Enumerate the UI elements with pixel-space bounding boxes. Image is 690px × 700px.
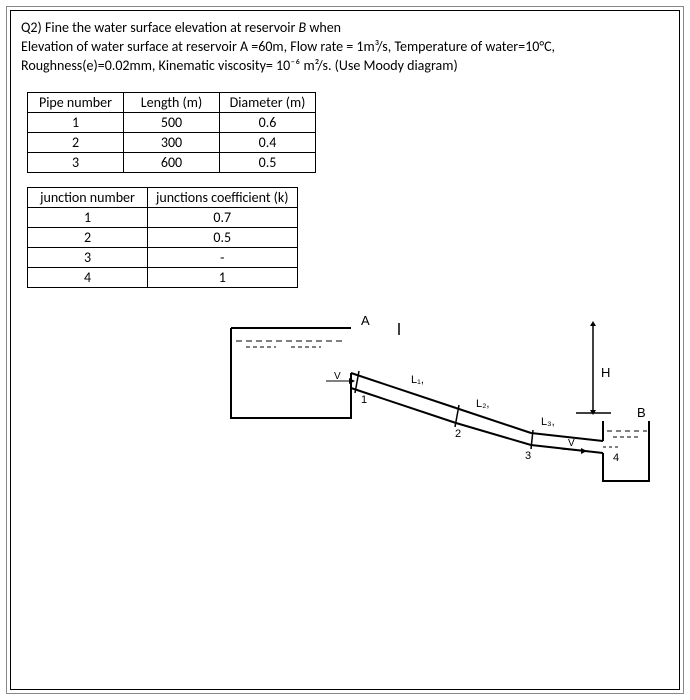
- pipe-col-diameter: Diameter (m): [220, 92, 316, 112]
- label-l2: L₂,: [476, 398, 489, 410]
- table-row: 3 -: [28, 247, 298, 267]
- question-line2c: C,: [544, 38, 555, 55]
- pipe-diagram: A B H L₁, L₂, L₃, V V 1 2 3 4: [221, 313, 651, 503]
- table-row: 1 500 0.6: [28, 112, 316, 132]
- label-a: A: [361, 313, 370, 328]
- diagram-svg: A B H L₁, L₂, L₃, V V 1 2 3 4: [221, 313, 651, 503]
- table-row: 2 0.5: [28, 227, 298, 247]
- table-row: Pipe number Length (m) Diameter (m): [28, 92, 316, 112]
- label-b: B: [637, 405, 646, 420]
- pipe-col-length: Length (m): [124, 92, 220, 112]
- junction-table: junction number junctions coefficient (k…: [27, 187, 298, 288]
- label-v2: V: [568, 438, 575, 449]
- question-line2: Elevation of water surface at reservoir …: [21, 38, 539, 55]
- junction-3: 3: [525, 450, 531, 462]
- junction-1: 1: [361, 394, 367, 406]
- question-label: Q2): [21, 19, 42, 36]
- table-row: 2 300 0.4: [28, 132, 316, 152]
- junc-col-number: junction number: [28, 187, 148, 207]
- page-outer-frame: Q2) Fine the water surface elevation at …: [6, 6, 684, 694]
- table-row: 3 600 0.5: [28, 152, 316, 172]
- junc-col-k: junctions coefficient (k): [148, 187, 298, 207]
- page-inner-frame: Q2) Fine the water surface elevation at …: [10, 10, 680, 690]
- label-l3: L₃,: [541, 416, 555, 428]
- question-block: Q2) Fine the water surface elevation at …: [21, 19, 669, 76]
- label-h: H: [601, 365, 610, 380]
- question-line1a: Fine the water surface elevation at rese…: [45, 19, 299, 36]
- junction-2: 2: [455, 428, 461, 440]
- junction-4: 4: [613, 452, 619, 464]
- table-row: 4 1: [28, 267, 298, 287]
- question-line1c: when: [306, 19, 341, 36]
- pipe-table: Pipe number Length (m) Diameter (m) 1 50…: [27, 92, 316, 173]
- label-v1: V: [334, 371, 341, 382]
- pipe-col-number: Pipe number: [28, 92, 124, 112]
- table-row: 1 0.7: [28, 207, 298, 227]
- table-row: junction number junctions coefficient (k…: [28, 187, 298, 207]
- label-l1: L₁,: [411, 374, 424, 386]
- question-line3: Roughness(e)=0.02mm, Kinematic viscosity…: [21, 57, 458, 74]
